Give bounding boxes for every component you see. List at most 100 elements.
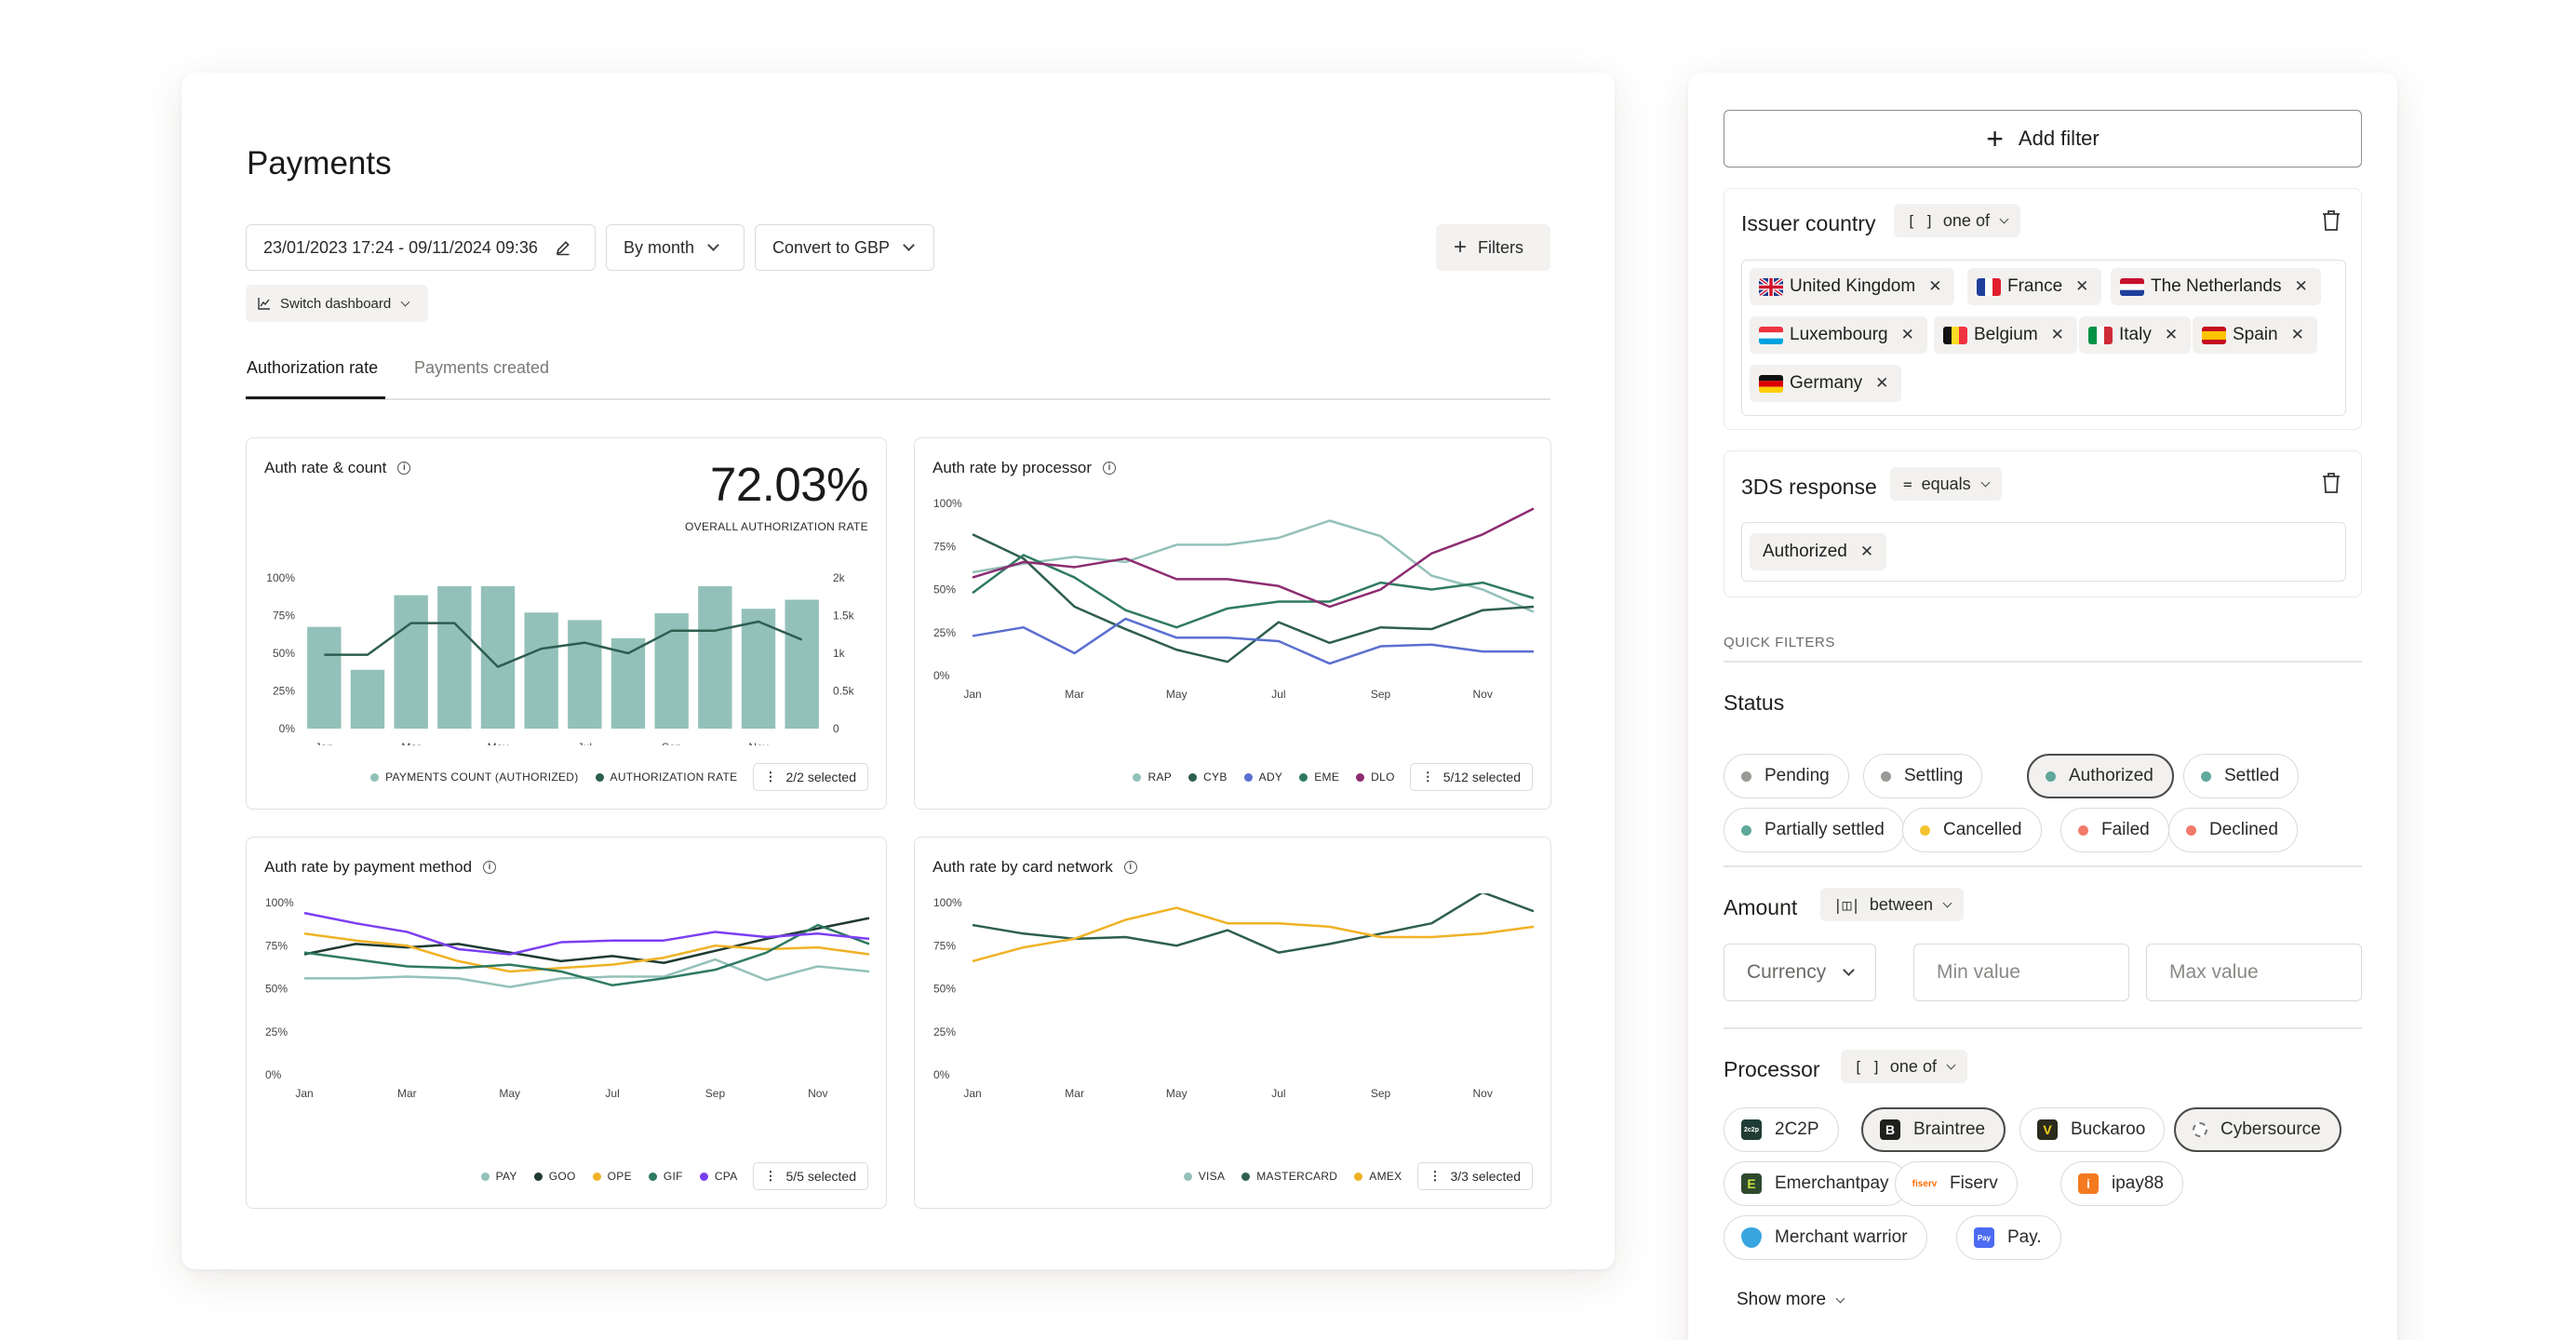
legend-label: DLO (1371, 770, 1395, 784)
x-tick-label: Mar (397, 1087, 417, 1100)
issuer-tag-box[interactable]: United Kingdom ✕ France ✕ The Netherlands ✕… (1741, 260, 2346, 416)
overall-auth-rate-caption: OVERALL AUTHORIZATION RATE (685, 520, 868, 533)
processor-pill-cybersource[interactable]: Cybersource (2174, 1107, 2341, 1152)
legend-dot (1133, 772, 1142, 782)
currency-dropdown[interactable]: Convert to GBP (755, 224, 934, 271)
emerchantpay-logo-icon: E (1741, 1173, 1762, 1194)
info-icon[interactable]: i (397, 462, 411, 475)
remove-icon[interactable]: ✕ (2050, 326, 2064, 343)
status-pill-pending[interactable]: Pending (1724, 754, 1849, 798)
operator-dropdown[interactable]: [ ] one of (1894, 204, 2020, 237)
processor-pill-braintree[interactable]: B Braintree (1861, 1107, 2006, 1152)
remove-icon[interactable]: ✕ (1875, 374, 1889, 392)
series-line (303, 911, 870, 956)
amount-operator-dropdown[interactable]: |◫| between (1820, 888, 1964, 921)
processor-operator-dropdown[interactable]: [ ] one of (1841, 1050, 1967, 1083)
y-tick-label: 0% (279, 722, 296, 735)
remove-icon[interactable]: ✕ (2164, 326, 2179, 343)
processor-label: Processor (1724, 1057, 1820, 1081)
status-dot (2046, 770, 2056, 782)
kebab-icon: ⋮ (1421, 770, 1434, 784)
x-tick-label: Nov (808, 1087, 827, 1100)
processor-pill-merchant-warrior[interactable]: M Merchant warrior (1724, 1215, 1927, 1260)
show-more-button[interactable]: Show more (1737, 1290, 1845, 1310)
legend-dot (1354, 1172, 1363, 1181)
info-icon[interactable]: i (1103, 462, 1117, 475)
processor-pill-fiserv[interactable]: fiserv Fiserv (1895, 1161, 2018, 1206)
chevron-down-icon (1835, 1293, 1845, 1303)
plus-icon: + (1454, 234, 1468, 260)
remove-icon[interactable]: ✕ (1859, 543, 1874, 560)
date-range-picker[interactable]: 23/01/2023 17:24 - 09/11/2024 09:36 (246, 224, 596, 271)
operator-label: between (1869, 894, 1933, 914)
status-pill-cancelled[interactable]: Cancelled (1902, 808, 2042, 852)
info-icon[interactable]: i (483, 861, 497, 874)
operator-dropdown[interactable]: = equals (1890, 467, 2002, 501)
pencil-icon (556, 241, 570, 256)
series-line (972, 617, 1534, 665)
pill-label: Settled (2224, 766, 2280, 785)
switch-dashboard-button[interactable]: Switch dashboard (246, 285, 428, 322)
status-pill-declined[interactable]: Declined (2168, 808, 2298, 852)
status-pill-failed[interactable]: Failed (2060, 808, 2169, 852)
pill-label: Pay. (2007, 1227, 2042, 1247)
bar (785, 599, 819, 729)
processor-pill-pay[interactable]: Pay Pay. (1956, 1215, 2061, 1260)
legend-dot (1299, 772, 1308, 782)
x-tick-label: Jan (315, 741, 333, 745)
trash-icon[interactable] (2322, 472, 2341, 494)
processor-pill-emerchantpay[interactable]: E Emerchantpay (1724, 1161, 1909, 1206)
status-dot (1741, 770, 1751, 782)
auth-rate-processor-card: Auth rate by processor i 100% 75% 50% 25% 0% J… (914, 437, 1551, 810)
kebab-icon: ⋮ (764, 770, 777, 784)
status-pill-settled[interactable]: Settled (2183, 754, 2300, 798)
tag-authorized: Authorized ✕ (1750, 533, 1887, 570)
group-by-dropdown[interactable]: By month (606, 224, 745, 271)
chevron-down-icon (400, 297, 410, 306)
remove-icon[interactable]: ✕ (2294, 277, 2308, 295)
add-filter-button[interactable]: + Add filter (1724, 110, 2362, 168)
legend-dot (592, 1172, 601, 1181)
pill-label: Merchant warrior (1775, 1227, 1908, 1247)
chevron-down-icon (1999, 214, 2009, 223)
legend-item: ADY (1243, 770, 1283, 784)
processor-pill-ipay88[interactable]: i ipay88 (2060, 1161, 2183, 1206)
status-pill-settling[interactable]: Settling (1863, 754, 1983, 798)
x-tick-label: Jan (963, 1087, 981, 1100)
remove-icon[interactable]: ✕ (1900, 326, 1914, 343)
processor-pill-buckaroo[interactable]: V Buckaroo (2019, 1107, 2166, 1152)
remove-icon[interactable]: ✕ (2075, 277, 2089, 295)
tag-luxembourg: Luxembourg ✕ (1750, 316, 1927, 354)
min-value-input[interactable]: Min value (1913, 944, 2129, 1001)
remove-icon[interactable]: ✕ (1928, 277, 1942, 295)
info-icon[interactable]: i (1123, 861, 1137, 874)
tag-france: France ✕ (1967, 268, 2102, 305)
remove-icon[interactable]: ✕ (2290, 326, 2304, 343)
legend-label: RAP (1147, 770, 1173, 784)
status-pill-partially-settled[interactable]: Partially settled (1724, 808, 1904, 852)
series-selector[interactable]: ⋮ 5/12 selected (1409, 763, 1533, 791)
x-tick-label: Jul (605, 1087, 619, 1100)
filters-button[interactable]: + Filters (1436, 224, 1550, 271)
y2-tick-label: 0 (833, 722, 839, 735)
show-more-label: Show more (1737, 1290, 1827, 1309)
germany-flag-icon (1759, 374, 1783, 393)
max-value-input[interactable]: Max value (2146, 944, 2362, 1001)
currency-select[interactable]: Currency (1724, 944, 1876, 1001)
legend-label: MASTERCARD (1256, 1170, 1338, 1183)
status-pill-authorized[interactable]: Authorized (2027, 754, 2174, 798)
tab-authorization-rate[interactable]: Authorization rate (247, 358, 379, 377)
x-tick-label: Mar (401, 741, 421, 745)
threeds-tag-box[interactable]: Authorized ✕ (1741, 522, 2346, 582)
legend-item: EME (1299, 770, 1339, 784)
y2-tick-label: 1k (833, 647, 846, 660)
series-selector[interactable]: ⋮ 2/2 selected (752, 763, 868, 791)
series-selector[interactable]: ⋮ 3/3 selected (1416, 1162, 1533, 1190)
series-selector[interactable]: ⋮ 5/5 selected (752, 1162, 868, 1190)
series-line (303, 923, 870, 987)
card-title-processor: Auth rate by processor i (932, 459, 1117, 477)
tab-payments-created[interactable]: Payments created (414, 358, 550, 377)
processor-pill-2c2p[interactable]: 2c2p 2C2P (1724, 1107, 1839, 1152)
y-tick-label: 25% (933, 1025, 956, 1038)
trash-icon[interactable] (2322, 209, 2341, 232)
